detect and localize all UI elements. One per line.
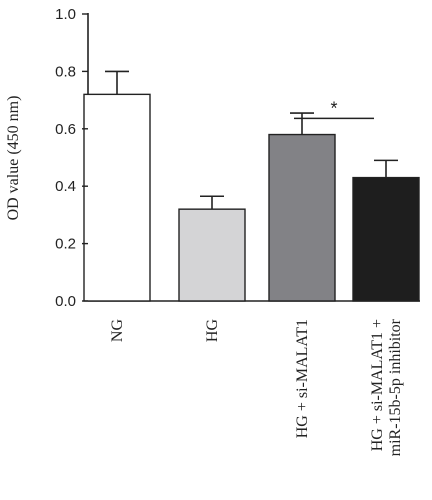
x-tick-label: NG xyxy=(109,319,126,343)
x-tick-label: HG xyxy=(204,319,221,343)
y-ticks: 0.0 0.2 0.4 0.6 0.8 1.0 xyxy=(55,6,88,310)
y-tick-label: 1.0 xyxy=(55,6,76,23)
x-tick-label: HG + si-MALAT1 xyxy=(294,319,311,438)
significance-label: * xyxy=(330,98,337,118)
bar xyxy=(83,93,151,302)
y-tick-label: 0.2 xyxy=(55,236,76,253)
y-tick-label: 0.8 xyxy=(55,63,76,80)
bars xyxy=(83,93,420,302)
y-tick-label: 0.0 xyxy=(55,293,76,310)
error-bars xyxy=(105,70,398,210)
x-ticks: NG HG HG + si-MALAT1 HG + si-MALAT1 + miR-15… xyxy=(109,318,404,456)
bar xyxy=(178,208,246,302)
y-axis-title: OD value (450 nm) xyxy=(5,96,22,221)
bar xyxy=(268,133,336,302)
x-tick-label-line: miR-15b-5p inhibitor xyxy=(387,318,404,456)
y-tick-label: 0.6 xyxy=(55,121,76,138)
x-tick-label-line: NG xyxy=(109,319,126,343)
x-tick-label: HG + si-MALAT1 + miR-15b-5p inhibitor xyxy=(369,318,404,456)
x-tick-label-line: HG xyxy=(204,319,221,343)
x-tick-label-line: HG + si-MALAT1 + xyxy=(369,319,386,451)
bar xyxy=(352,176,420,302)
significance-markers: * xyxy=(294,98,374,120)
x-tick-label-line: HG + si-MALAT1 xyxy=(294,319,311,438)
y-tick-label: 0.4 xyxy=(55,178,76,195)
